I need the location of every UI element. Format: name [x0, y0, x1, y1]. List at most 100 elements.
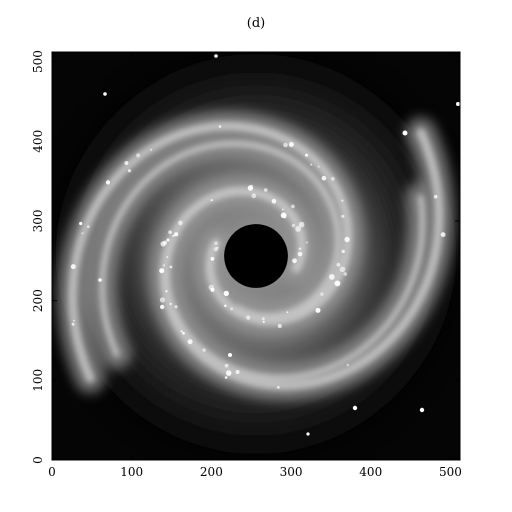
bright-knot [87, 225, 90, 228]
x-tick-label: 400 [359, 465, 382, 479]
bright-knot [321, 175, 327, 181]
y-tick-label: 400 [31, 130, 45, 153]
y-tick-label: 200 [31, 289, 45, 312]
bright-knot [336, 262, 341, 267]
field-star [306, 432, 310, 436]
bright-knot [79, 221, 83, 226]
bright-knot [306, 241, 309, 244]
y-tick-label: 0 [31, 456, 45, 464]
bright-knot [70, 264, 76, 270]
bright-knot [292, 258, 297, 264]
bright-knot [162, 264, 166, 267]
bright-knot [182, 331, 185, 335]
y-tick-label: 300 [31, 209, 45, 232]
bright-knot [127, 169, 131, 173]
plot-frame [51, 51, 461, 461]
bright-knot [433, 194, 438, 199]
bright-knot [291, 223, 296, 228]
y-tick-label: 500 [31, 50, 45, 73]
bright-knot [159, 297, 166, 303]
bright-knot [159, 268, 165, 274]
bright-knot [305, 153, 308, 157]
bright-knot [169, 265, 173, 269]
bright-knot [81, 232, 84, 235]
bright-knot [73, 319, 75, 322]
field-star [402, 130, 408, 136]
bright-knot [251, 193, 257, 199]
field-star [228, 353, 232, 357]
bright-knot [246, 315, 251, 320]
bright-knot [235, 370, 240, 374]
bright-knot [224, 363, 229, 368]
bright-knot [341, 214, 345, 218]
bright-knot [223, 290, 229, 297]
bright-knot [150, 148, 153, 151]
bright-knot [263, 188, 268, 192]
bright-knot [341, 199, 344, 202]
bright-knot [136, 153, 141, 158]
bright-knot [284, 216, 287, 219]
x-tick-label: 0 [48, 465, 56, 479]
bright-knot [165, 290, 168, 293]
bright-knot [202, 348, 206, 352]
bright-knot [339, 266, 346, 273]
bright-knot [169, 302, 172, 305]
bright-knot [172, 234, 175, 237]
x-axis: 0 100 200 300 400 500 [48, 52, 462, 479]
bright-knot [320, 292, 324, 296]
bright-knot [251, 184, 253, 187]
bright-knot [210, 199, 213, 202]
bright-knot [230, 307, 234, 311]
bright-knot [124, 161, 129, 165]
bright-knot [346, 363, 349, 367]
bright-knot [288, 142, 294, 147]
bright-knot [334, 280, 341, 287]
x-tick-label: 100 [120, 465, 143, 479]
bright-knot [225, 370, 232, 376]
bright-knot [298, 221, 305, 228]
bright-knot [331, 176, 335, 181]
bright-knot [343, 272, 348, 276]
bright-knot [297, 251, 303, 257]
bright-knot [295, 226, 301, 232]
field-star [352, 405, 358, 411]
bright-knot [262, 320, 265, 323]
bright-knot [341, 249, 345, 254]
bright-knot [166, 238, 170, 242]
y-tick-label: 100 [31, 369, 45, 392]
bright-knot [261, 317, 265, 321]
bright-knot [271, 198, 277, 204]
bright-knot [211, 257, 215, 261]
bright-knot [317, 165, 320, 168]
field-star [103, 92, 107, 96]
bright-knot [214, 241, 218, 246]
x-tick-label: 300 [280, 465, 303, 479]
bright-knot [210, 287, 215, 292]
bright-knot [71, 322, 75, 326]
bright-knot [168, 230, 172, 234]
bright-knot [187, 339, 193, 345]
bright-knot [166, 256, 169, 258]
field-star [98, 278, 102, 282]
bright-knot [310, 163, 313, 166]
y-axis: 0 100 200 300 400 500 [31, 50, 460, 464]
bright-knot [286, 311, 289, 314]
bright-knot [276, 386, 280, 389]
bright-knot [247, 185, 254, 191]
central-mask [224, 224, 288, 288]
bright-knot [180, 330, 183, 333]
x-tick-label: 500 [439, 465, 462, 479]
bright-knot [315, 307, 321, 313]
bright-knot [218, 125, 222, 128]
bright-knot [224, 304, 227, 308]
bright-knot [277, 323, 282, 329]
field-star [456, 102, 460, 106]
galaxy-image [52, 52, 460, 460]
bright-knot [440, 232, 446, 238]
bright-knot [282, 208, 284, 211]
spiral-arm [164, 188, 426, 381]
bright-knots [70, 54, 460, 436]
field-star [214, 54, 218, 58]
bright-knot [216, 246, 219, 249]
